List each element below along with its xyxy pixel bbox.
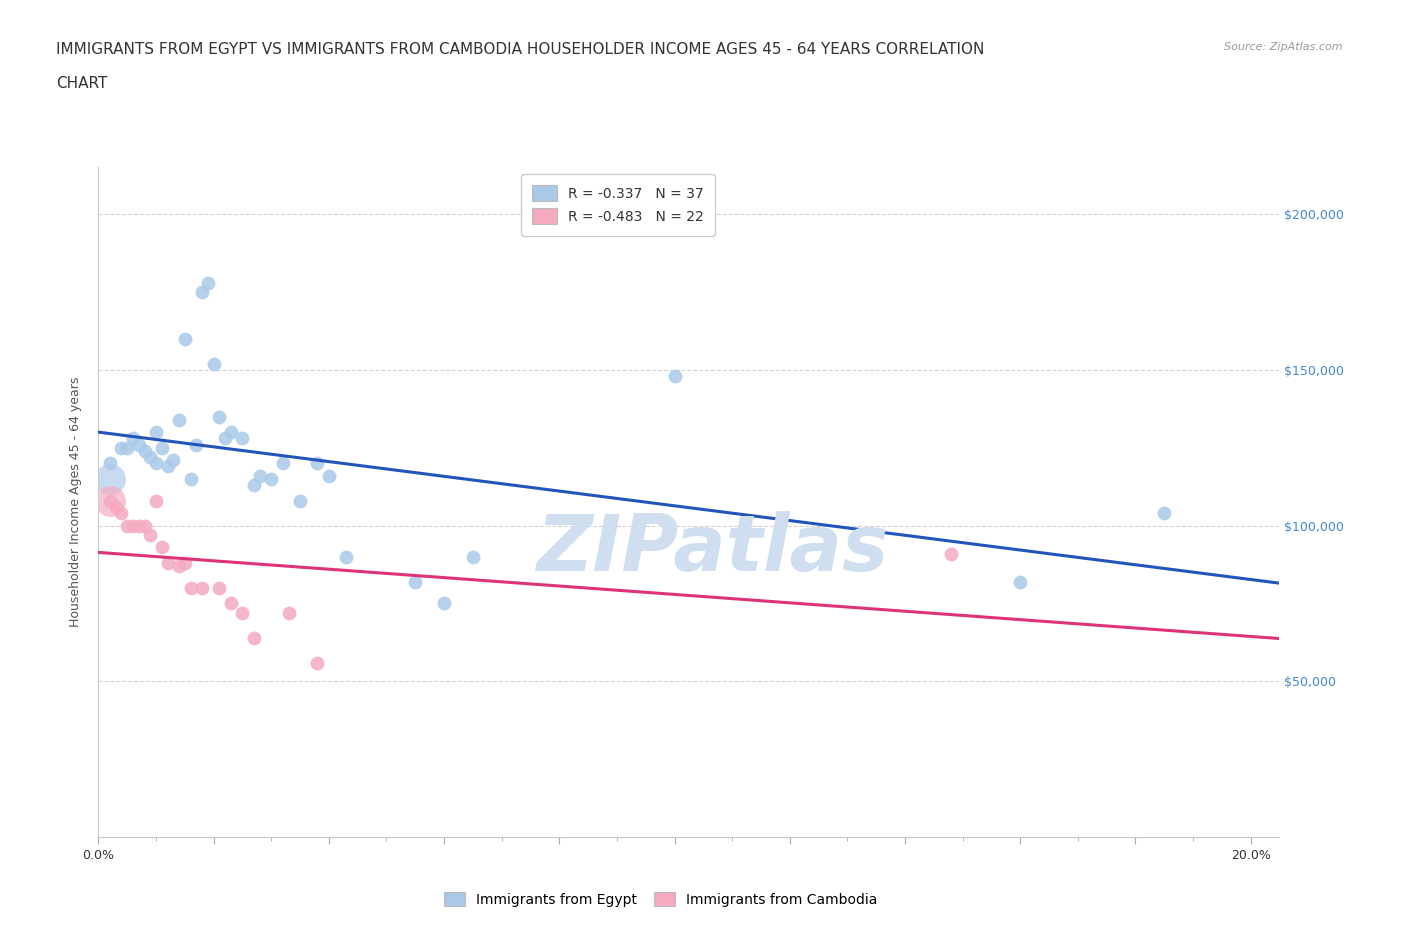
Point	[98, 472, 121, 486]
Point	[318, 469, 340, 484]
Text: ZIPatlas: ZIPatlas	[537, 512, 889, 587]
Point	[307, 655, 329, 670]
Point	[1010, 574, 1032, 589]
Point	[1153, 506, 1175, 521]
Point	[186, 437, 208, 452]
Point	[271, 456, 294, 471]
Point	[173, 555, 195, 570]
Point	[219, 596, 242, 611]
Point	[145, 493, 167, 508]
Point	[98, 493, 121, 508]
Point	[191, 285, 214, 299]
Point	[335, 550, 357, 565]
Text: IMMIGRANTS FROM EGYPT VS IMMIGRANTS FROM CAMBODIA HOUSEHOLDER INCOME AGES 45 - 6: IMMIGRANTS FROM EGYPT VS IMMIGRANTS FROM…	[56, 42, 984, 57]
Point	[167, 559, 190, 574]
Point	[433, 596, 456, 611]
Point	[307, 456, 329, 471]
Point	[128, 518, 150, 533]
Point	[180, 580, 202, 595]
Point	[139, 527, 162, 542]
Point	[231, 605, 253, 620]
Point	[167, 412, 190, 427]
Point	[197, 275, 219, 290]
Point	[461, 550, 484, 565]
Point	[191, 580, 214, 595]
Point	[110, 440, 132, 455]
Point	[208, 580, 231, 595]
Point	[288, 493, 311, 508]
Point	[150, 440, 173, 455]
Point	[180, 472, 202, 486]
Point	[243, 478, 266, 493]
Point	[98, 456, 121, 471]
Point	[134, 444, 156, 458]
Point	[139, 449, 162, 464]
Point	[219, 425, 242, 440]
Point	[202, 356, 225, 371]
Point	[98, 493, 121, 508]
Point	[115, 518, 138, 533]
Text: Source: ZipAtlas.com: Source: ZipAtlas.com	[1225, 42, 1343, 52]
Point	[231, 431, 253, 445]
Text: CHART: CHART	[56, 76, 108, 91]
Point	[115, 440, 138, 455]
Point	[664, 368, 686, 383]
Point	[404, 574, 426, 589]
Point	[145, 425, 167, 440]
Point	[145, 456, 167, 471]
Point	[128, 437, 150, 452]
Point	[150, 540, 173, 555]
Point	[156, 458, 179, 473]
Y-axis label: Householder Income Ages 45 - 64 years: Householder Income Ages 45 - 64 years	[69, 377, 83, 628]
Point	[122, 518, 145, 533]
Point	[208, 409, 231, 424]
Point	[243, 631, 266, 645]
Point	[249, 469, 271, 484]
Point	[104, 499, 127, 514]
Point	[122, 431, 145, 445]
Point	[277, 605, 299, 620]
Point	[110, 506, 132, 521]
Legend: Immigrants from Egypt, Immigrants from Cambodia: Immigrants from Egypt, Immigrants from C…	[437, 885, 884, 914]
Point	[173, 331, 195, 346]
Point	[134, 518, 156, 533]
Point	[260, 472, 283, 486]
Point	[939, 546, 962, 561]
Legend: R = -0.337   N = 37, R = -0.483   N = 22: R = -0.337 N = 37, R = -0.483 N = 22	[522, 174, 716, 235]
Point	[156, 555, 179, 570]
Point	[162, 453, 184, 468]
Point	[214, 431, 236, 445]
